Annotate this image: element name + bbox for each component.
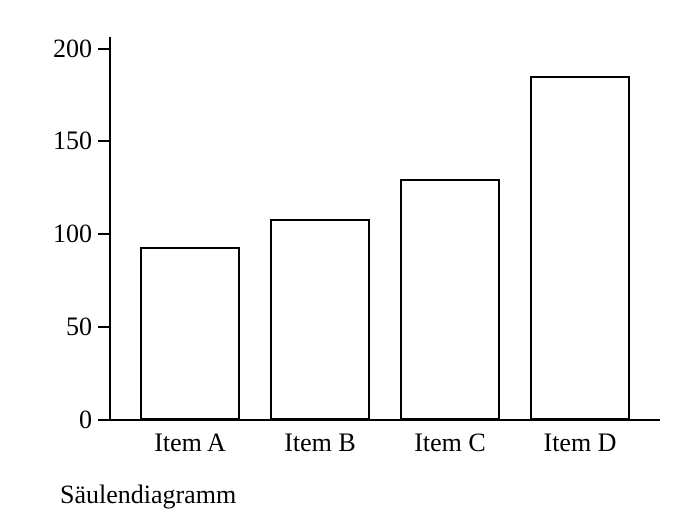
y-axis: [109, 37, 111, 421]
category-label: Item B: [284, 428, 356, 458]
bar: [530, 76, 630, 420]
y-tick-label: 150: [53, 126, 92, 156]
y-tick: [98, 140, 110, 142]
y-tick-label: 50: [66, 312, 92, 342]
category-label: Item D: [544, 428, 617, 458]
y-tick: [98, 326, 110, 328]
category-label: Item A: [154, 428, 226, 458]
bar: [400, 179, 500, 420]
y-tick: [98, 233, 110, 235]
bar: [270, 219, 370, 420]
y-tick: [98, 48, 110, 50]
y-tick-label: 200: [53, 34, 92, 64]
category-label: Item C: [414, 428, 486, 458]
y-tick-label: 0: [79, 405, 92, 435]
bar: [140, 247, 240, 420]
y-tick-label: 100: [53, 219, 92, 249]
chart-canvas: 0 50 100 150 200 Item A Item B Item C Item D Säul…: [0, 0, 700, 529]
y-tick: [98, 419, 110, 421]
chart-caption: Säulendiagramm: [60, 480, 236, 510]
